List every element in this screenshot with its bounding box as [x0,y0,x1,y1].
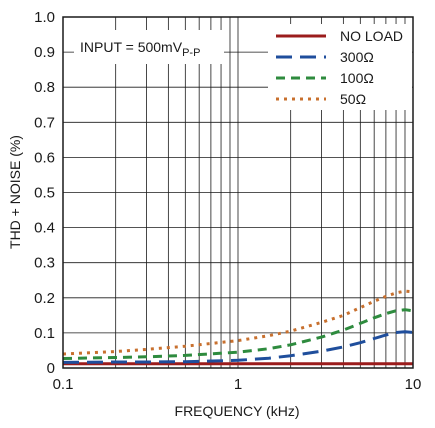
y-tick-label: 0.7 [34,114,55,131]
y-tick-label: 0.3 [34,255,55,272]
chart-legend: NO LOAD 300Ω 100Ω 50Ω [268,24,412,110]
y-tick-labels: 0 0.1 0.2 0.3 0.4 0.5 0.6 0.7 0.8 0.9 1.0 [34,9,55,377]
chart-series [62,289,414,366]
plot-frame [62,16,414,369]
legend-background [268,24,412,110]
input-annotation: INPUT = 500mVP-P [74,30,224,64]
annotation-text: INPUT = 500mV [80,39,183,55]
y-tick-label: 0.6 [34,149,55,166]
y-tick-label: 0.1 [34,325,55,342]
series-line-2 [62,308,414,360]
x-tick-label: 10 [405,376,422,393]
legend-label-1: 300Ω [340,49,374,65]
y-tick-label: 0.9 [34,44,55,61]
y-tick-label: 0 [47,360,55,377]
legend-label-2: 100Ω [340,70,374,86]
x-tick-labels: 0.1 1 10 [53,376,422,393]
y-tick-label: 0.4 [34,220,55,237]
svg-text:INPUT = 500mVP-P: INPUT = 500mVP-P [80,39,200,59]
x-tick-label: 0.1 [53,376,74,393]
y-tick-label: 0.8 [34,79,55,96]
x-tick-label: 1 [234,376,242,393]
legend-label-3: 50Ω [340,91,366,107]
series-line-3 [62,289,414,356]
x-axis-label: FREQUENCY (kHz) [175,403,300,419]
legend-label-0: NO LOAD [340,28,403,44]
y-axis-label: THD + NOISE (%) [7,135,23,249]
y-tick-label: 0.5 [34,185,55,202]
y-tick-label: 1.0 [34,9,55,26]
series-line-1 [62,330,414,364]
annotation-subscript: P-P [182,47,200,59]
y-tick-label: 0.2 [34,290,55,307]
